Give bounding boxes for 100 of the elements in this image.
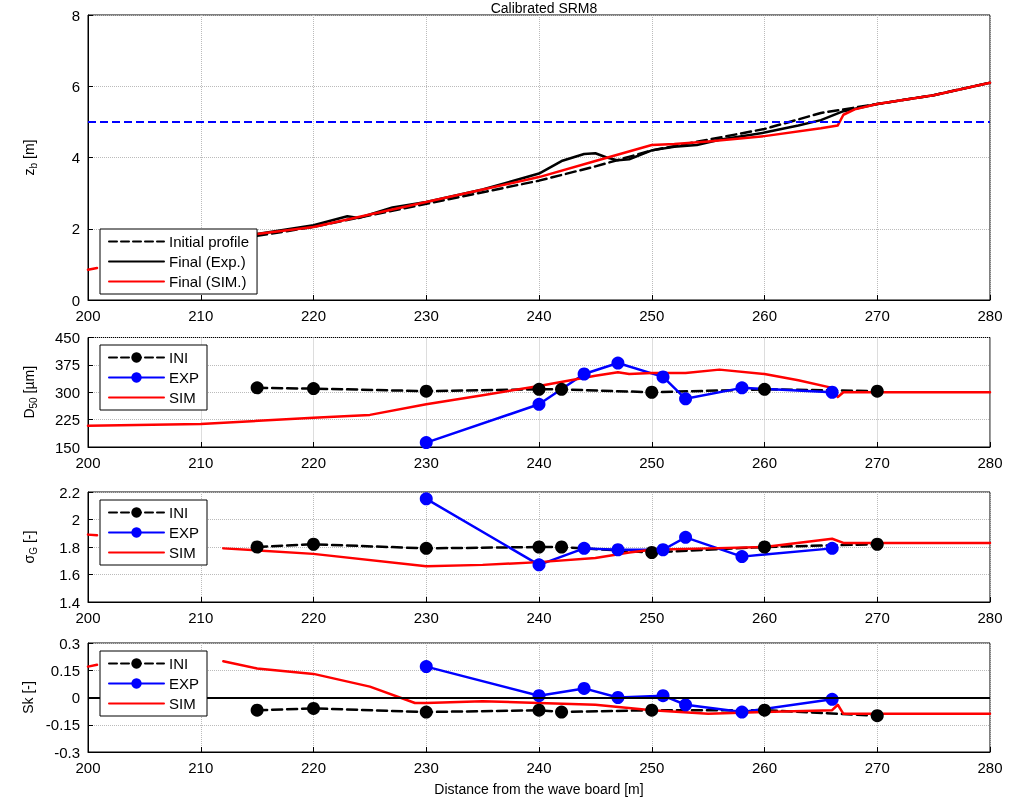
legend-label: EXP [169,369,200,386]
y-tick-label: 6 [71,77,80,95]
point [250,540,264,554]
x-tick-label: 210 [188,609,214,626]
y-tick-label: 450 [54,329,80,346]
x-tick-label: 280 [977,307,1003,324]
point [825,541,839,555]
y-tick-label: 300 [54,383,80,401]
y-tick-label: 375 [54,356,80,374]
x-tick-label: 220 [300,609,327,626]
legend-label: Final (SIM.) [169,273,247,290]
x-tick-label: 270 [864,307,890,324]
point [611,543,625,557]
point [577,367,591,381]
point [250,703,264,717]
legend-label: Final (Exp.) [169,253,246,270]
line-series [86,368,992,428]
x-tick-label: 210 [188,759,214,776]
point [679,392,693,406]
x-tick-label: 260 [751,759,778,776]
legend-label: SIM [169,389,196,406]
point [679,698,693,712]
point [307,701,320,715]
point [555,705,569,719]
point [532,397,546,411]
point [870,537,884,551]
x-tick-label: 230 [413,307,439,324]
point [532,540,546,554]
x-tick-label: 270 [864,759,890,776]
legend-label: SIM [169,544,196,561]
point [307,382,320,396]
point [735,705,749,719]
y-tick-label: 4 [71,149,80,166]
x-tick-label: 210 [188,454,214,471]
y-tick-label: 2.2 [59,483,80,501]
x-tick-label: 250 [639,454,665,471]
y-axis-title: D50 [µm] [21,365,39,419]
x-tick-label: 230 [413,759,439,776]
x-tick-label: 240 [526,609,552,626]
point [555,540,569,554]
point [679,530,693,544]
y-tick-label: 0 [71,689,80,706]
point [532,382,546,396]
x-tick-label: 200 [75,609,101,626]
x-tick-label: 210 [188,307,214,324]
point [419,436,433,450]
legend-label: EXP [169,675,200,692]
point [611,356,625,370]
point [419,705,433,719]
point [870,709,884,723]
y-tick-label: 2 [71,511,80,528]
point [250,381,264,395]
y-axis-title: Sk [-] [19,681,36,714]
x-tick-label: 280 [977,759,1003,776]
y-tick-label: 8 [71,6,80,24]
point [555,382,569,396]
x-tick-label: 200 [75,759,101,776]
point [532,558,546,572]
y-tick-label: 2 [71,220,80,238]
chart-title: Calibrated SRM8 [490,0,598,16]
y-tick-label: 225 [54,411,80,429]
point [735,381,749,395]
x-tick-label: 220 [300,307,327,324]
x-axis-title: Distance from the wave board [m] [434,781,644,797]
point [645,546,659,559]
y-tick-label: 0.15 [50,661,80,679]
legend-label: Initial profile [169,233,250,250]
legend-label: EXP [169,524,200,541]
y-tick-label: 0 [71,291,80,309]
x-tick-label: 280 [977,454,1003,471]
x-tick-label: 260 [751,307,778,324]
y-tick-label: 1.4 [59,593,80,611]
point [870,384,884,398]
x-tick-label: 220 [300,759,327,776]
point [419,660,433,674]
x-tick-label: 230 [413,609,439,626]
point [419,492,433,506]
point [645,385,659,399]
x-tick-label: 260 [751,609,778,626]
x-tick-label: 260 [751,454,778,471]
x-tick-label: 250 [639,759,665,776]
y-tick-label: 0.3 [59,634,80,652]
x-tick-label: 240 [526,454,552,471]
x-tick-label: 250 [639,609,665,626]
y-tick-label: -0.3 [54,743,80,761]
legend-label: INI [169,349,189,366]
y-axis-title: σG [-] [21,530,39,564]
y-tick-label: 150 [54,438,80,456]
x-tick-label: 240 [526,307,552,324]
x-tick-label: 270 [864,454,890,471]
y-tick-label: -0.15 [45,716,80,734]
point [656,370,670,384]
point [758,382,771,396]
y-tick-label: 1.6 [59,566,80,583]
x-tick-label: 270 [864,609,890,626]
point [735,550,749,564]
point [307,537,320,551]
point [758,703,771,717]
x-tick-label: 250 [639,307,665,324]
x-tick-label: 200 [75,454,101,471]
